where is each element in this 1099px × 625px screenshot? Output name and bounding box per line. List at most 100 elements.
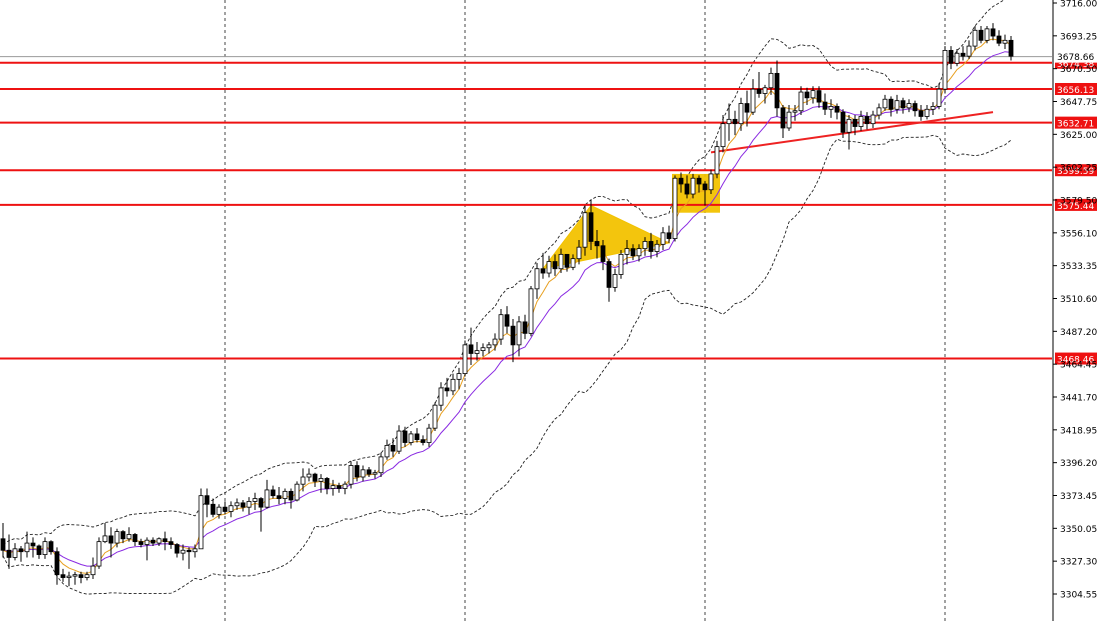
candle	[420, 435, 426, 446]
candle	[162, 531, 168, 551]
candle-body	[504, 314, 510, 327]
candle-body	[174, 544, 180, 554]
candle	[210, 498, 216, 518]
candle-body	[66, 575, 72, 578]
candle-body	[708, 173, 714, 191]
candle	[390, 438, 396, 457]
candle-body	[894, 100, 900, 110]
candle	[264, 479, 270, 509]
candle-body	[30, 542, 36, 547]
candle-body	[150, 539, 156, 544]
candle-body	[918, 110, 924, 117]
candle	[762, 84, 768, 104]
level-label-bg-4	[1055, 198, 1097, 211]
candle	[396, 425, 402, 455]
candle-body	[486, 344, 492, 349]
candle	[678, 172, 684, 193]
candle	[696, 175, 702, 193]
candle-body	[246, 501, 252, 508]
candle-body	[960, 52, 966, 57]
candle	[936, 83, 942, 110]
candle	[576, 240, 582, 265]
y-tick-label-2: 3670.50	[1060, 65, 1097, 75]
candle	[804, 87, 810, 105]
candle-body	[726, 118, 732, 125]
candle-body	[600, 245, 606, 262]
y-tick-label-6: 3579.50	[1060, 197, 1097, 207]
candle	[378, 452, 384, 478]
candle-body	[162, 538, 168, 543]
price-axis: 3716.00 3693.25 3670.50 3647.75 3625.00 3602.…	[1052, 0, 1097, 621]
candle	[102, 522, 108, 544]
candle-body	[360, 469, 366, 478]
candle-body	[684, 183, 690, 195]
candle	[876, 103, 882, 120]
candle	[300, 468, 306, 492]
candle	[282, 488, 288, 505]
y-tick-label-9: 3510.60	[1060, 295, 1097, 305]
level-label-0: 3674.38	[1057, 60, 1094, 70]
candle	[744, 90, 750, 127]
candle	[954, 48, 960, 67]
envelope-bands	[2, 0, 1012, 595]
candle-body	[618, 253, 624, 275]
candle-body	[630, 248, 636, 257]
candle	[84, 571, 90, 581]
candle	[72, 571, 78, 585]
candle	[60, 568, 66, 582]
y-tick-label-7: 3556.10	[1060, 229, 1097, 239]
candle-body	[390, 445, 396, 452]
candle	[846, 115, 852, 150]
candle-body	[822, 101, 828, 110]
candle-body	[126, 534, 132, 540]
candle	[180, 544, 186, 561]
candle	[606, 258, 612, 302]
candle	[732, 110, 738, 136]
candle-body	[450, 378, 456, 392]
candle-body	[270, 489, 276, 497]
candle-body	[900, 100, 906, 109]
candle-body	[672, 177, 678, 239]
candle-body	[342, 483, 348, 489]
y-tick-label-10: 3487.20	[1060, 328, 1097, 338]
candle-body	[516, 321, 522, 346]
candle-body	[366, 469, 372, 475]
candle-body	[666, 232, 672, 239]
level-label-2: 3632.71	[1057, 120, 1094, 130]
candle	[792, 104, 798, 121]
level-label-bg-2	[1055, 116, 1097, 129]
candle-body	[510, 325, 516, 346]
candle-body	[90, 565, 96, 576]
candle	[294, 481, 300, 502]
candle-body	[288, 490, 294, 501]
candle-body	[780, 107, 786, 129]
candle-body	[492, 338, 498, 346]
candle	[708, 169, 714, 195]
candle	[204, 488, 210, 518]
horizontal-levels: 3674.38 3656.13 3632.71 3599.59 3575.44 3468.…	[0, 56, 1097, 366]
candle	[624, 240, 630, 265]
candle-body	[936, 88, 942, 107]
candle	[906, 99, 912, 113]
candle-body	[408, 433, 414, 443]
y-tick-label-12: 3441.70	[1060, 394, 1097, 404]
candle-body	[138, 541, 144, 545]
candle	[96, 537, 102, 569]
candle	[930, 102, 936, 116]
candle	[498, 308, 504, 345]
candle	[978, 25, 984, 44]
candle	[516, 316, 522, 357]
candle-body	[228, 505, 234, 512]
candle-body	[198, 495, 204, 550]
candle-body	[948, 50, 954, 64]
candle-body	[678, 177, 684, 185]
candle	[648, 232, 654, 259]
candle-body	[192, 548, 198, 553]
candle-body	[84, 574, 90, 578]
candle-body	[720, 123, 726, 148]
candle-body	[870, 114, 876, 125]
candle-body	[540, 268, 546, 274]
y-tick-label-16: 3350.05	[1060, 525, 1097, 535]
candle-body	[924, 108, 930, 117]
